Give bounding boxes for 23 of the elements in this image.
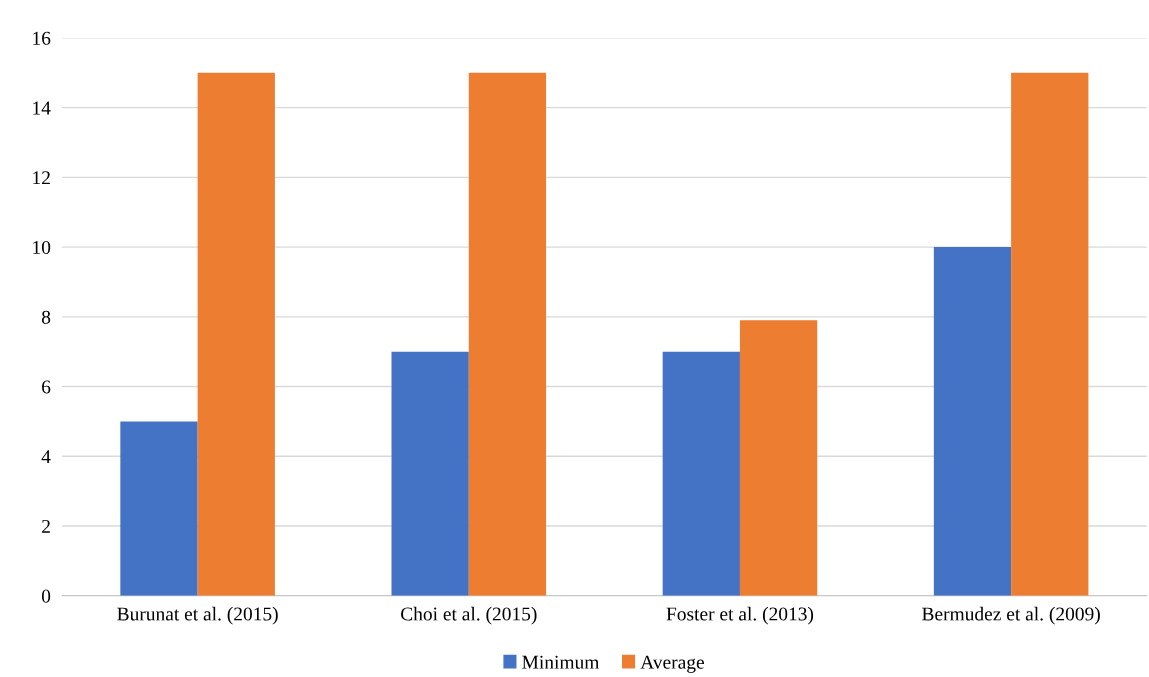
- legend-label: Minimum: [522, 655, 600, 669]
- x-tick-label: Choi et al. (2015): [401, 606, 537, 625]
- y-tick-label: 10: [33, 240, 51, 255]
- y-tick-label: 14: [33, 101, 51, 115]
- y-tick-label: 16: [33, 31, 51, 45]
- y-tick-label: 6: [42, 380, 51, 394]
- y-tick-label: 4: [41, 450, 51, 464]
- bar: [933, 247, 1012, 596]
- x-tick-label: Foster et al. (2013): [666, 606, 814, 625]
- bar: [391, 351, 469, 596]
- y-tick-label: 12: [33, 171, 50, 185]
- y-tick-label: 8: [41, 310, 51, 324]
- legend-label: Average: [640, 655, 704, 673]
- bar: [1011, 72, 1089, 596]
- y-tick-label: 0: [41, 589, 51, 603]
- x-tick-label: Bermudez et al. (2009): [922, 606, 1100, 625]
- bar: [468, 72, 547, 596]
- bar: [662, 351, 740, 596]
- x-tick-label: Burunat et al. (2015): [117, 606, 278, 625]
- bar: [120, 421, 198, 596]
- y-tick-label: 2: [42, 519, 50, 533]
- bar: [197, 72, 275, 596]
- bar: [739, 320, 818, 596]
